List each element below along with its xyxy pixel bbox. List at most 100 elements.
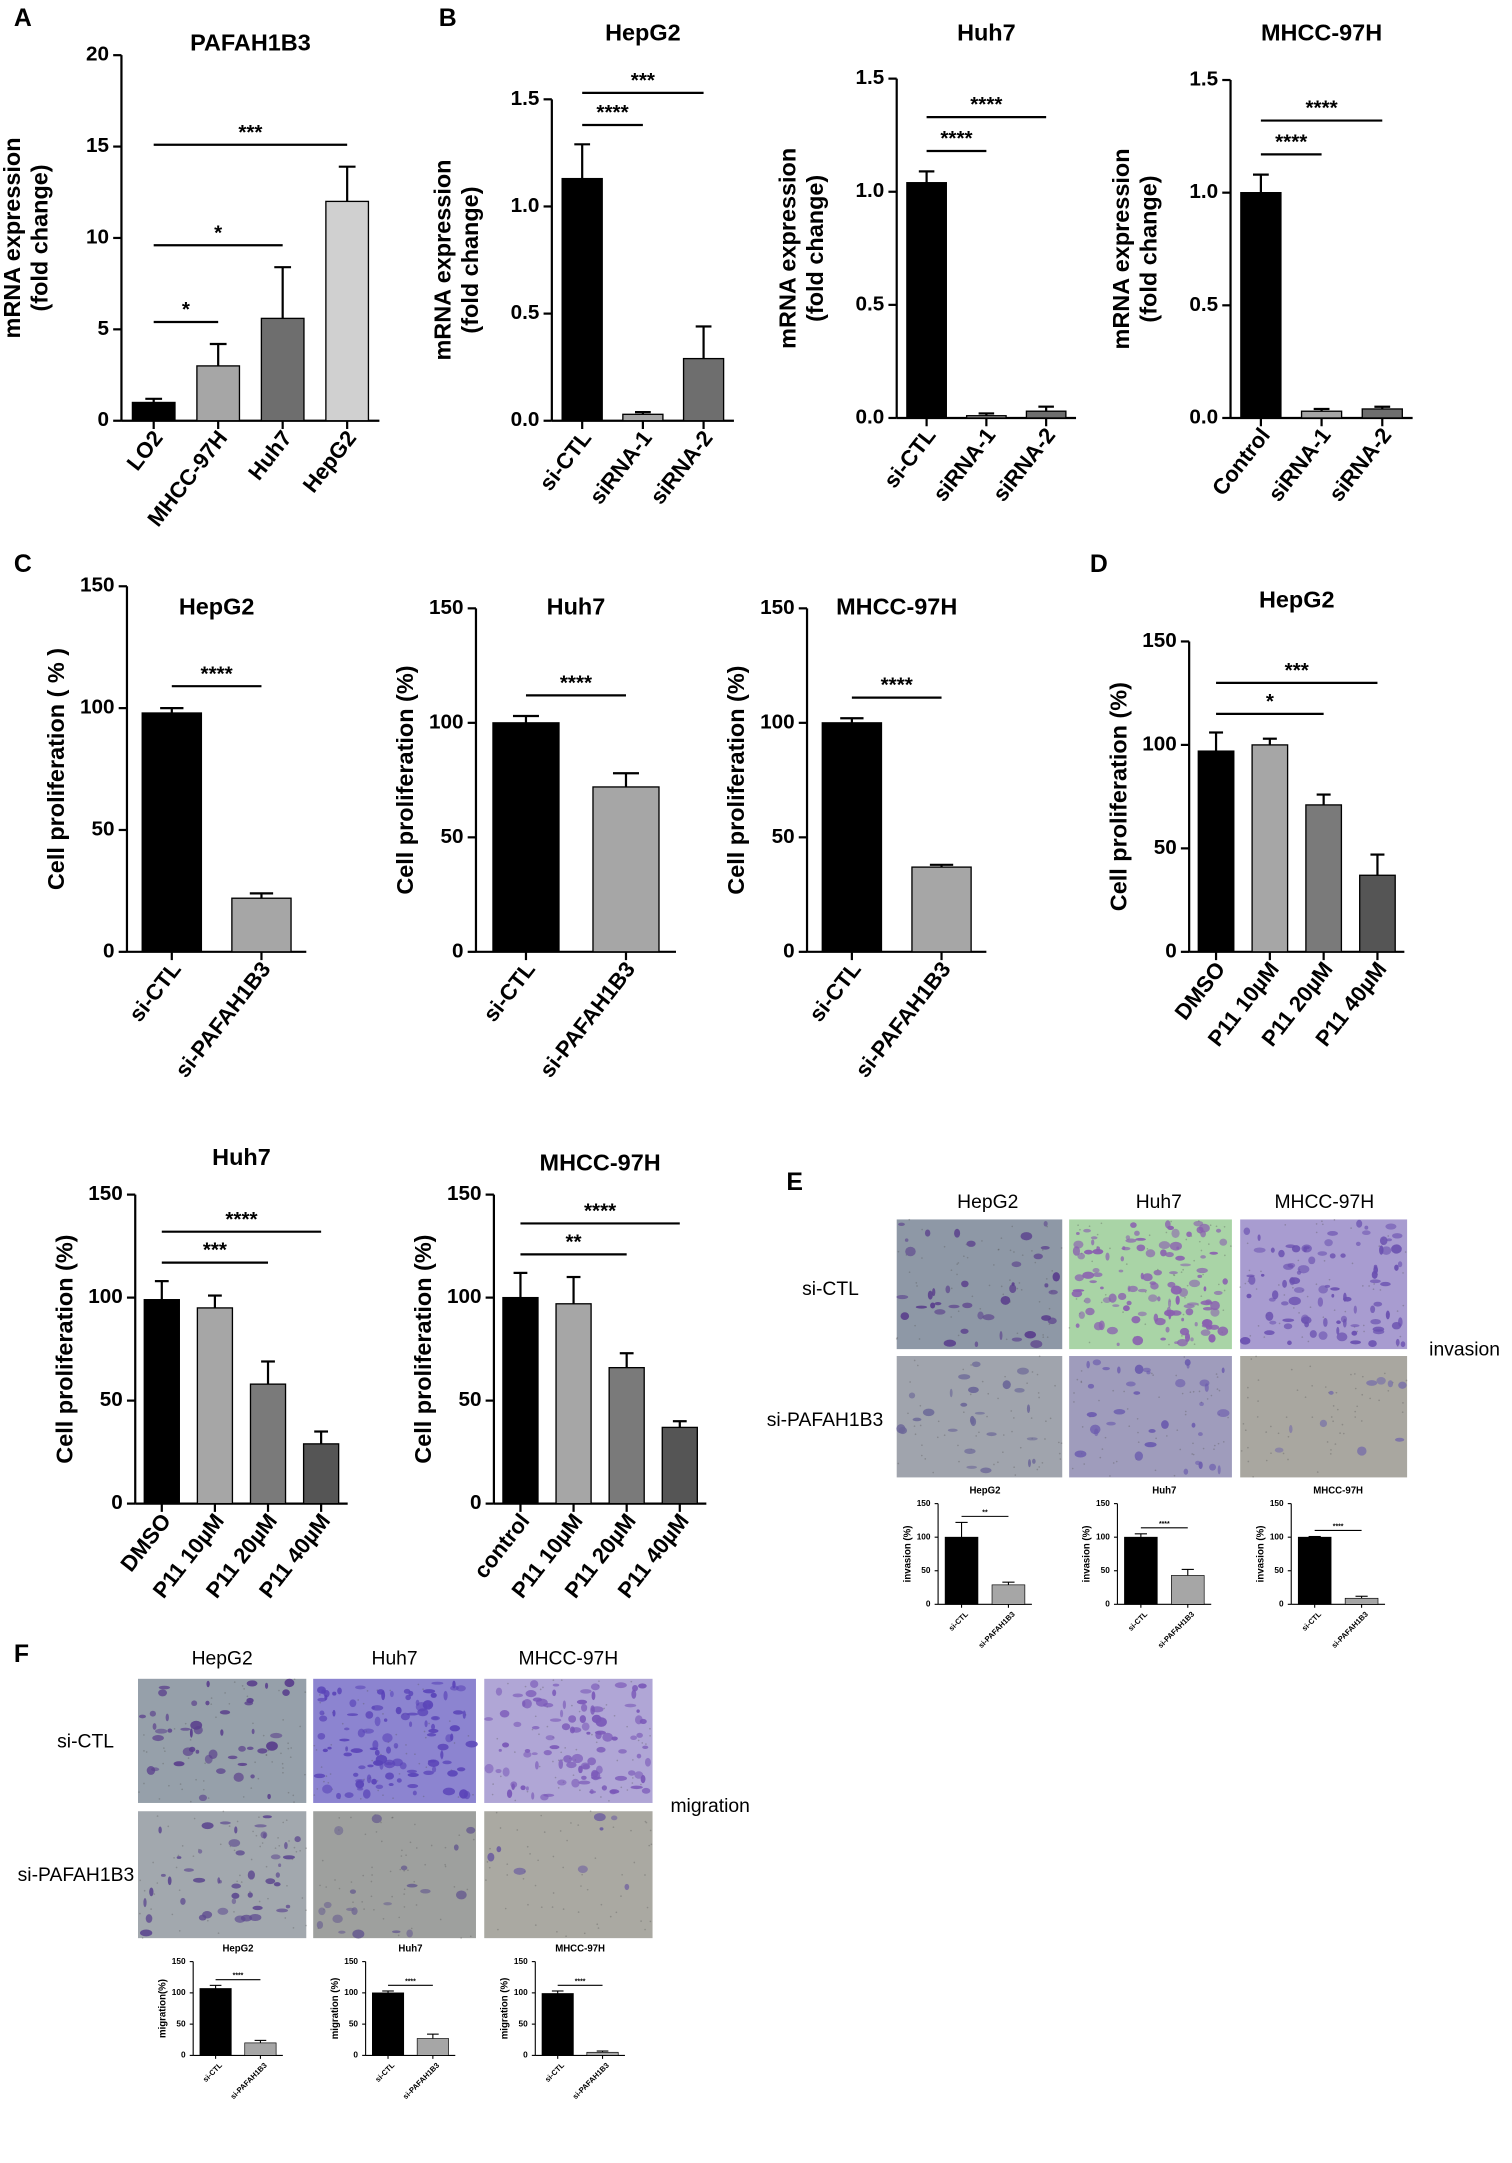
bar: [492, 722, 560, 953]
pore: [534, 1715, 537, 1718]
cell: [183, 1868, 194, 1872]
pore: [457, 1796, 460, 1798]
cell: [513, 1867, 526, 1875]
cell: [552, 1689, 557, 1697]
pore: [257, 1777, 260, 1780]
cell: [273, 1882, 281, 1887]
pore: [531, 1728, 534, 1731]
pore: [282, 1771, 284, 1774]
cell: [1394, 1264, 1399, 1271]
cell: [1210, 1300, 1220, 1311]
cell: [1301, 1244, 1312, 1253]
cell: [1324, 1239, 1333, 1247]
pore: [993, 1264, 995, 1266]
cell: [1082, 1271, 1095, 1279]
cell: [1153, 1269, 1162, 1276]
cell: [374, 1749, 380, 1756]
pore: [175, 1866, 178, 1869]
x-tick-label: si-CTL: [804, 957, 866, 1026]
pore: [1311, 1416, 1314, 1418]
pore: [1128, 1425, 1131, 1428]
cell: [1116, 1342, 1120, 1347]
pore: [187, 1757, 190, 1759]
cell: [1328, 1390, 1334, 1395]
cell: [927, 1290, 933, 1300]
pore: [546, 1725, 549, 1728]
pore: [1401, 1411, 1404, 1413]
cell: [1301, 1316, 1312, 1324]
pore: [956, 1263, 959, 1265]
pore: [1060, 1442, 1063, 1444]
cell: [977, 1311, 984, 1320]
cell: [958, 1374, 971, 1380]
pore: [1206, 1398, 1209, 1400]
cell: [502, 1742, 510, 1748]
significance-label: ****: [405, 1978, 416, 1985]
cell: [1076, 1232, 1080, 1236]
pore: [645, 1743, 647, 1745]
pore: [1217, 1442, 1220, 1445]
pore: [423, 1730, 426, 1733]
bar: [1197, 750, 1235, 953]
chart-title: MHCC-97H: [1313, 1486, 1363, 1497]
cell: [581, 1703, 588, 1712]
pore: [1277, 1432, 1280, 1435]
cell: [986, 1432, 997, 1437]
pore: [202, 1788, 205, 1791]
cell: [372, 1740, 379, 1750]
cell: [350, 1748, 363, 1753]
pore: [1213, 1444, 1216, 1447]
pore: [538, 1765, 541, 1768]
cell: [427, 1759, 440, 1767]
y-axis-label: migration (%): [499, 1978, 510, 2040]
pore: [143, 1782, 145, 1785]
cell: [420, 1889, 431, 1894]
pore: [250, 1787, 253, 1789]
pore: [380, 1840, 383, 1843]
cell: [322, 1784, 333, 1794]
cell: [1395, 1338, 1400, 1346]
pore: [1046, 1225, 1048, 1228]
cell: [431, 1681, 444, 1685]
cell: [945, 1285, 951, 1294]
pore: [1041, 1249, 1044, 1251]
micrograph: [896, 1356, 1063, 1478]
cell: [246, 1697, 254, 1704]
pore: [644, 1874, 646, 1876]
cell: [1209, 1324, 1220, 1330]
pore: [425, 1766, 428, 1769]
cell: [450, 1733, 454, 1741]
cell: [247, 1870, 255, 1880]
pore: [139, 1912, 141, 1915]
pore: [265, 1865, 268, 1868]
pore: [1151, 1372, 1153, 1375]
pore: [1173, 1474, 1176, 1477]
pore: [1192, 1390, 1195, 1393]
cell: [407, 1772, 419, 1777]
pore: [323, 1780, 325, 1783]
pore: [1227, 1416, 1229, 1419]
pore: [233, 1849, 236, 1852]
cell: [1200, 1300, 1213, 1306]
cell: [1391, 1244, 1402, 1254]
pore: [1322, 1316, 1325, 1319]
pore: [1216, 1388, 1219, 1390]
pore: [1013, 1466, 1015, 1469]
pore: [321, 1859, 324, 1862]
cell: [1047, 1317, 1057, 1325]
pore: [352, 1901, 354, 1904]
pore: [228, 1702, 231, 1705]
x-tick-label: si-PAFAH1B3: [170, 957, 275, 1082]
cell: [195, 1749, 200, 1754]
pore: [1351, 1262, 1354, 1265]
cell: [201, 1822, 214, 1830]
cell: [152, 1723, 157, 1730]
bar: [1305, 804, 1343, 953]
cell: [371, 1778, 377, 1785]
cell: [1134, 1230, 1140, 1236]
cell: [543, 1750, 552, 1756]
cell: [1117, 1366, 1121, 1374]
y-tick-label: 50: [518, 2019, 528, 2028]
